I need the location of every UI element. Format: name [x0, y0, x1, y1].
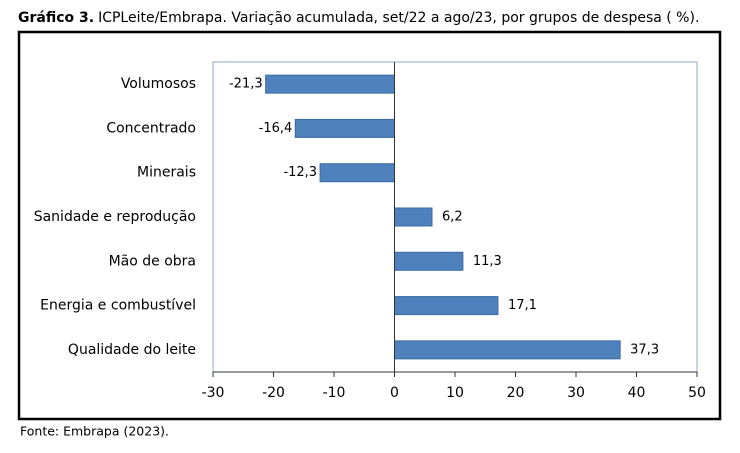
y-tick-label: Energia e combustível [40, 298, 196, 314]
y-tick-label: Minerais [137, 165, 196, 181]
bar [265, 74, 396, 94]
x-tick-label: 50 [688, 385, 706, 401]
x-tick-label: 10 [446, 385, 464, 401]
title-text: ICPLeite/Embrapa. Variação acumulada, se… [98, 10, 699, 26]
y-tick-label: Volumosos [121, 76, 196, 92]
title-label: Gráfico 3. [18, 10, 94, 26]
x-tick-label: 20 [507, 385, 525, 401]
x-tick-label: 40 [628, 385, 646, 401]
source: Fonte: Embrapa (2023). [20, 424, 169, 439]
bar [394, 340, 621, 360]
value-label: 6,2 [442, 210, 463, 225]
x-tick-label: -10 [323, 385, 346, 401]
y-tick-label: Mão de obra [109, 253, 196, 269]
value-label: -12,3 [283, 165, 317, 180]
y-tick-label: Sanidade e reprodução [34, 209, 196, 225]
value-label: -21,3 [229, 77, 263, 92]
y-tick-label: Concentrado [106, 120, 196, 136]
frame [17, 30, 722, 421]
value-label: -16,4 [259, 121, 293, 136]
value-label: 17,1 [508, 298, 537, 313]
bar [394, 296, 499, 316]
x-tick-label: 30 [567, 385, 585, 401]
bar [319, 163, 395, 183]
bar [394, 251, 464, 271]
x-tick-label: -30 [202, 385, 225, 401]
x-tick-label: 0 [390, 385, 399, 401]
y-tick-label: Qualidade do leite [68, 342, 196, 358]
chart-title: Gráfico 3. ICPLeite/Embrapa. Variação acu… [18, 10, 699, 26]
x-tick-label: -20 [262, 385, 285, 401]
value-label: 37,3 [630, 342, 659, 357]
value-label: 11,3 [473, 254, 502, 269]
bar [394, 207, 433, 227]
bar [294, 118, 395, 138]
